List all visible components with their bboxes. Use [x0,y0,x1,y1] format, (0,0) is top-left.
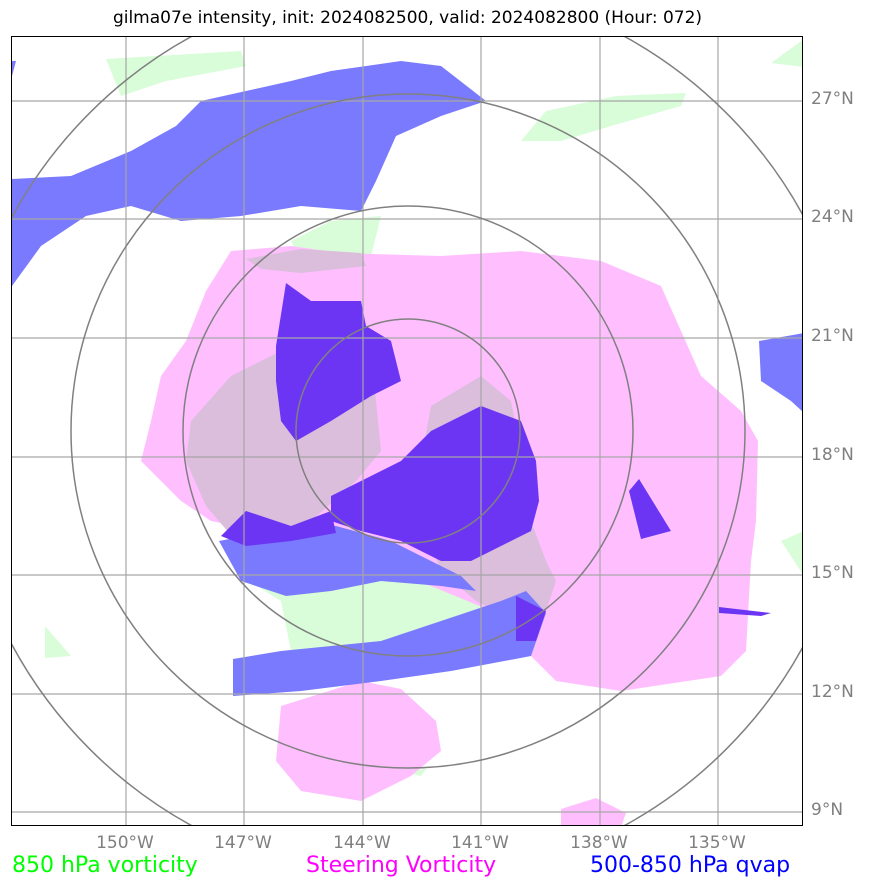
legend-vorticity: 850 hPa vorticity [12,853,198,878]
ring-middle [182,205,634,657]
map-canvas [12,37,802,825]
lat-label-15: 15°N [811,563,854,583]
lon-label-144: 144°W [333,833,391,853]
lat-label-12: 12°N [811,682,854,702]
ring-outer [70,93,746,769]
lon-label-141: 141°W [451,833,509,853]
lon-label-135: 135°W [688,833,746,853]
lat-label-18: 18°N [811,445,854,465]
ring-inner [295,318,521,544]
qvap-dark-contours [221,283,771,641]
map-title: gilma07e intensity, init: 2024082500, va… [112,8,703,28]
legend-steering: Steering Vorticity [306,853,497,878]
lon-label-147: 147°W [214,833,272,853]
distance-rings [12,37,802,825]
lat-label-21: 21°N [811,326,854,346]
lat-label-9: 9°N [811,800,844,820]
lat-label-27: 27°N [811,89,854,109]
lon-label-150: 150°W [96,833,154,853]
lat-label-24: 24°N [811,207,854,227]
qvap-contours [12,61,802,696]
legend-qvap: 500-850 hPa qvap [590,853,791,878]
lon-label-138: 138°W [570,833,628,853]
graticule [12,37,802,825]
map-panel [11,36,803,826]
